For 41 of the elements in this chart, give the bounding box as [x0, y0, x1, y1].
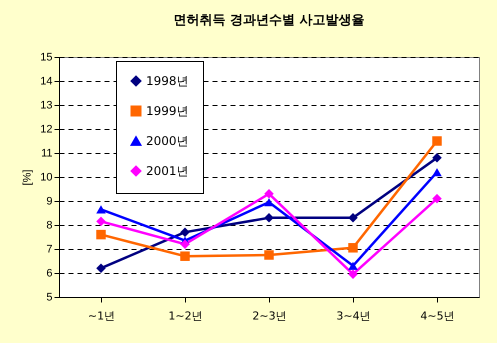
x-tick-label: 3~4년: [336, 310, 371, 322]
point: [348, 262, 358, 270]
point: [348, 269, 358, 279]
x-tick-label: ~1년: [88, 310, 116, 322]
y-tick-label: 11: [41, 148, 52, 160]
point: [264, 250, 274, 260]
y-tick-label: 7: [46, 244, 52, 256]
point: [432, 153, 442, 163]
y-tick-label: 6: [46, 268, 52, 280]
y-tick-label: 5: [46, 292, 52, 304]
point: [96, 216, 106, 226]
y-tick-label: 10: [40, 172, 52, 184]
y-tick-label: 15: [40, 52, 52, 64]
legend-label: 1998년: [146, 74, 189, 88]
y-tick-label: 14: [40, 76, 52, 88]
point: [348, 213, 358, 223]
y-tick-label: 8: [46, 220, 52, 232]
point: [180, 239, 190, 249]
point: [432, 168, 442, 176]
y-tick-label: 9: [46, 196, 52, 208]
point: [180, 227, 190, 237]
point: [264, 198, 274, 206]
point: [432, 136, 442, 146]
point: [96, 205, 106, 214]
point: [180, 251, 190, 261]
x-tick-label: 2~3년: [252, 310, 287, 322]
point: [264, 213, 274, 223]
point: [96, 230, 106, 240]
point: [264, 189, 274, 199]
legend-label: 1999년: [146, 104, 189, 118]
point: [96, 263, 106, 273]
x-tick-label: 1~2년: [168, 310, 203, 322]
chart-title: 면허취득 경과년수별 사고발생율: [173, 13, 365, 28]
y-tick-label: 13: [40, 100, 52, 112]
y-tick-label: 12: [40, 124, 52, 136]
point: [432, 194, 442, 204]
legend-label: 2001년: [146, 164, 189, 178]
legend-label: 2000년: [146, 134, 189, 148]
x-tick-label: 4~5년: [420, 310, 455, 322]
point: [348, 243, 358, 253]
y-axis-title: [%]: [21, 170, 34, 186]
